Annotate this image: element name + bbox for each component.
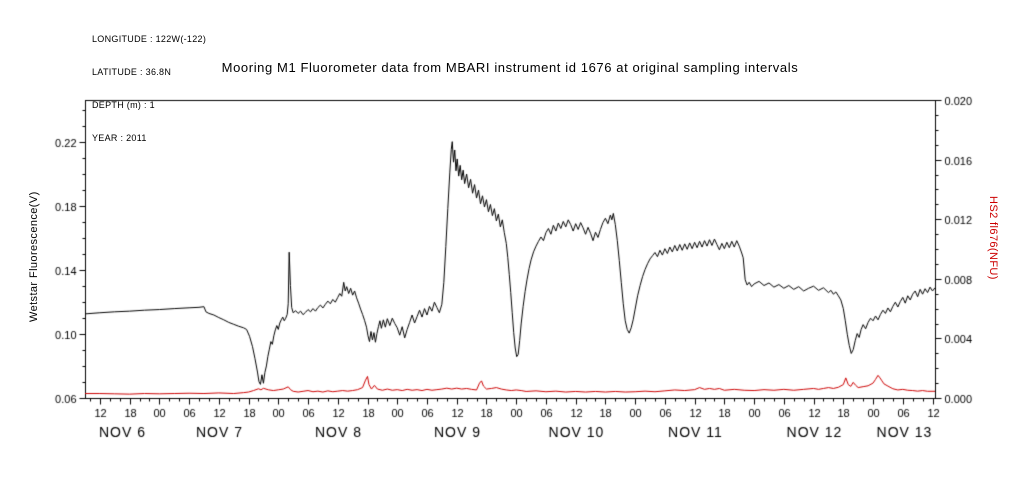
- plot-page: LONGITUDE : 122W(-122) LATITUDE : 36.8N …: [0, 0, 1009, 504]
- fluorometer-chart: [0, 0, 1009, 504]
